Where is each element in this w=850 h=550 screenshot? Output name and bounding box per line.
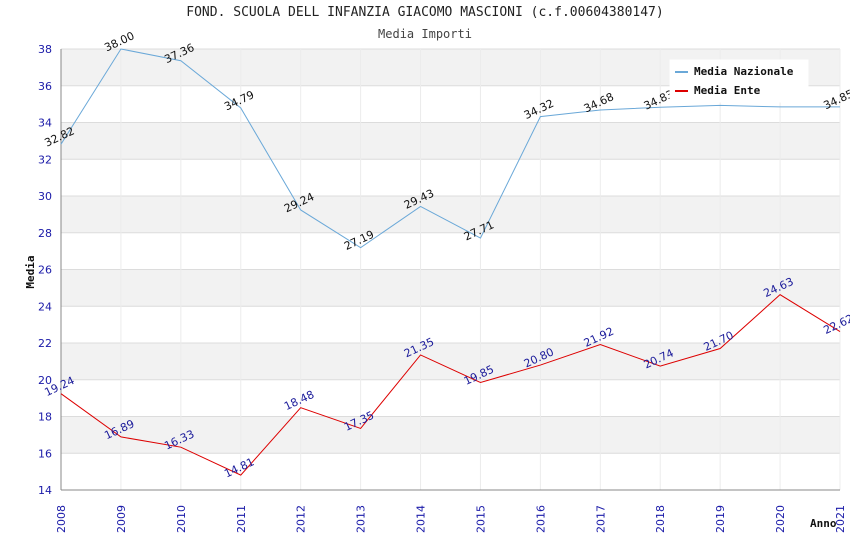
x-tick-label: 2021 <box>834 505 847 533</box>
legend-label: Media Ente <box>694 84 761 97</box>
y-tick-label: 34 <box>38 117 52 130</box>
x-tick-label: 2018 <box>654 505 667 533</box>
legend-box <box>669 59 809 103</box>
grid-band <box>61 269 840 307</box>
y-tick-label: 28 <box>38 227 52 240</box>
series-line-media-nazionale <box>60 48 840 249</box>
data-label: 34.79 <box>222 88 256 113</box>
y-tick-label: 22 <box>38 337 52 350</box>
x-tick-label: 2015 <box>474 505 487 533</box>
y-axis-label: Media <box>24 255 37 288</box>
data-label: 34.85 <box>821 87 850 112</box>
y-tick-label: 14 <box>38 484 52 497</box>
y-tick-label: 36 <box>38 80 52 93</box>
x-tick-label: 2017 <box>594 505 607 533</box>
x-tick-label: 2011 <box>235 505 248 533</box>
grid-band <box>61 343 840 380</box>
x-tick-label: 2009 <box>115 505 128 533</box>
y-tick-label: 30 <box>38 190 52 203</box>
legend-label: Media Nazionale <box>694 65 794 78</box>
grid-band <box>61 122 840 160</box>
y-tick-label: 24 <box>38 300 52 313</box>
x-tick-label: 2010 <box>175 505 188 533</box>
data-label: 14.81 <box>222 455 256 480</box>
y-tick-label: 32 <box>38 153 52 166</box>
y-tick-label: 16 <box>38 447 52 460</box>
data-label: 34.32 <box>522 97 556 122</box>
x-tick-label: 2016 <box>534 505 547 533</box>
y-tick-label: 26 <box>38 264 52 277</box>
x-tick-label: 2013 <box>355 505 368 533</box>
x-tick-label: 2014 <box>415 505 428 533</box>
x-tick-label: 2012 <box>295 505 308 533</box>
grid-band <box>61 416 840 454</box>
x-tick-label: 2019 <box>714 505 727 533</box>
y-tick-label: 18 <box>38 411 52 424</box>
y-tick-label: 20 <box>38 374 52 387</box>
series-line-media-ente <box>60 294 841 476</box>
legend: Media Nazionale Media Ente <box>669 59 809 103</box>
y-tick-label: 38 <box>38 43 52 56</box>
chart-title: FOND. SCUOLA DELL INFANZIA GIACOMO MASCI… <box>186 5 664 20</box>
x-tick-label: 2008 <box>55 505 68 533</box>
grid-band <box>61 196 840 233</box>
chart-subtitle: Media Importi <box>378 27 472 41</box>
x-tick-label: 2020 <box>774 505 787 533</box>
x-axis-label: Anno <box>810 517 837 530</box>
data-label: 22.62 <box>821 312 850 337</box>
data-label: 34.68 <box>582 90 616 115</box>
